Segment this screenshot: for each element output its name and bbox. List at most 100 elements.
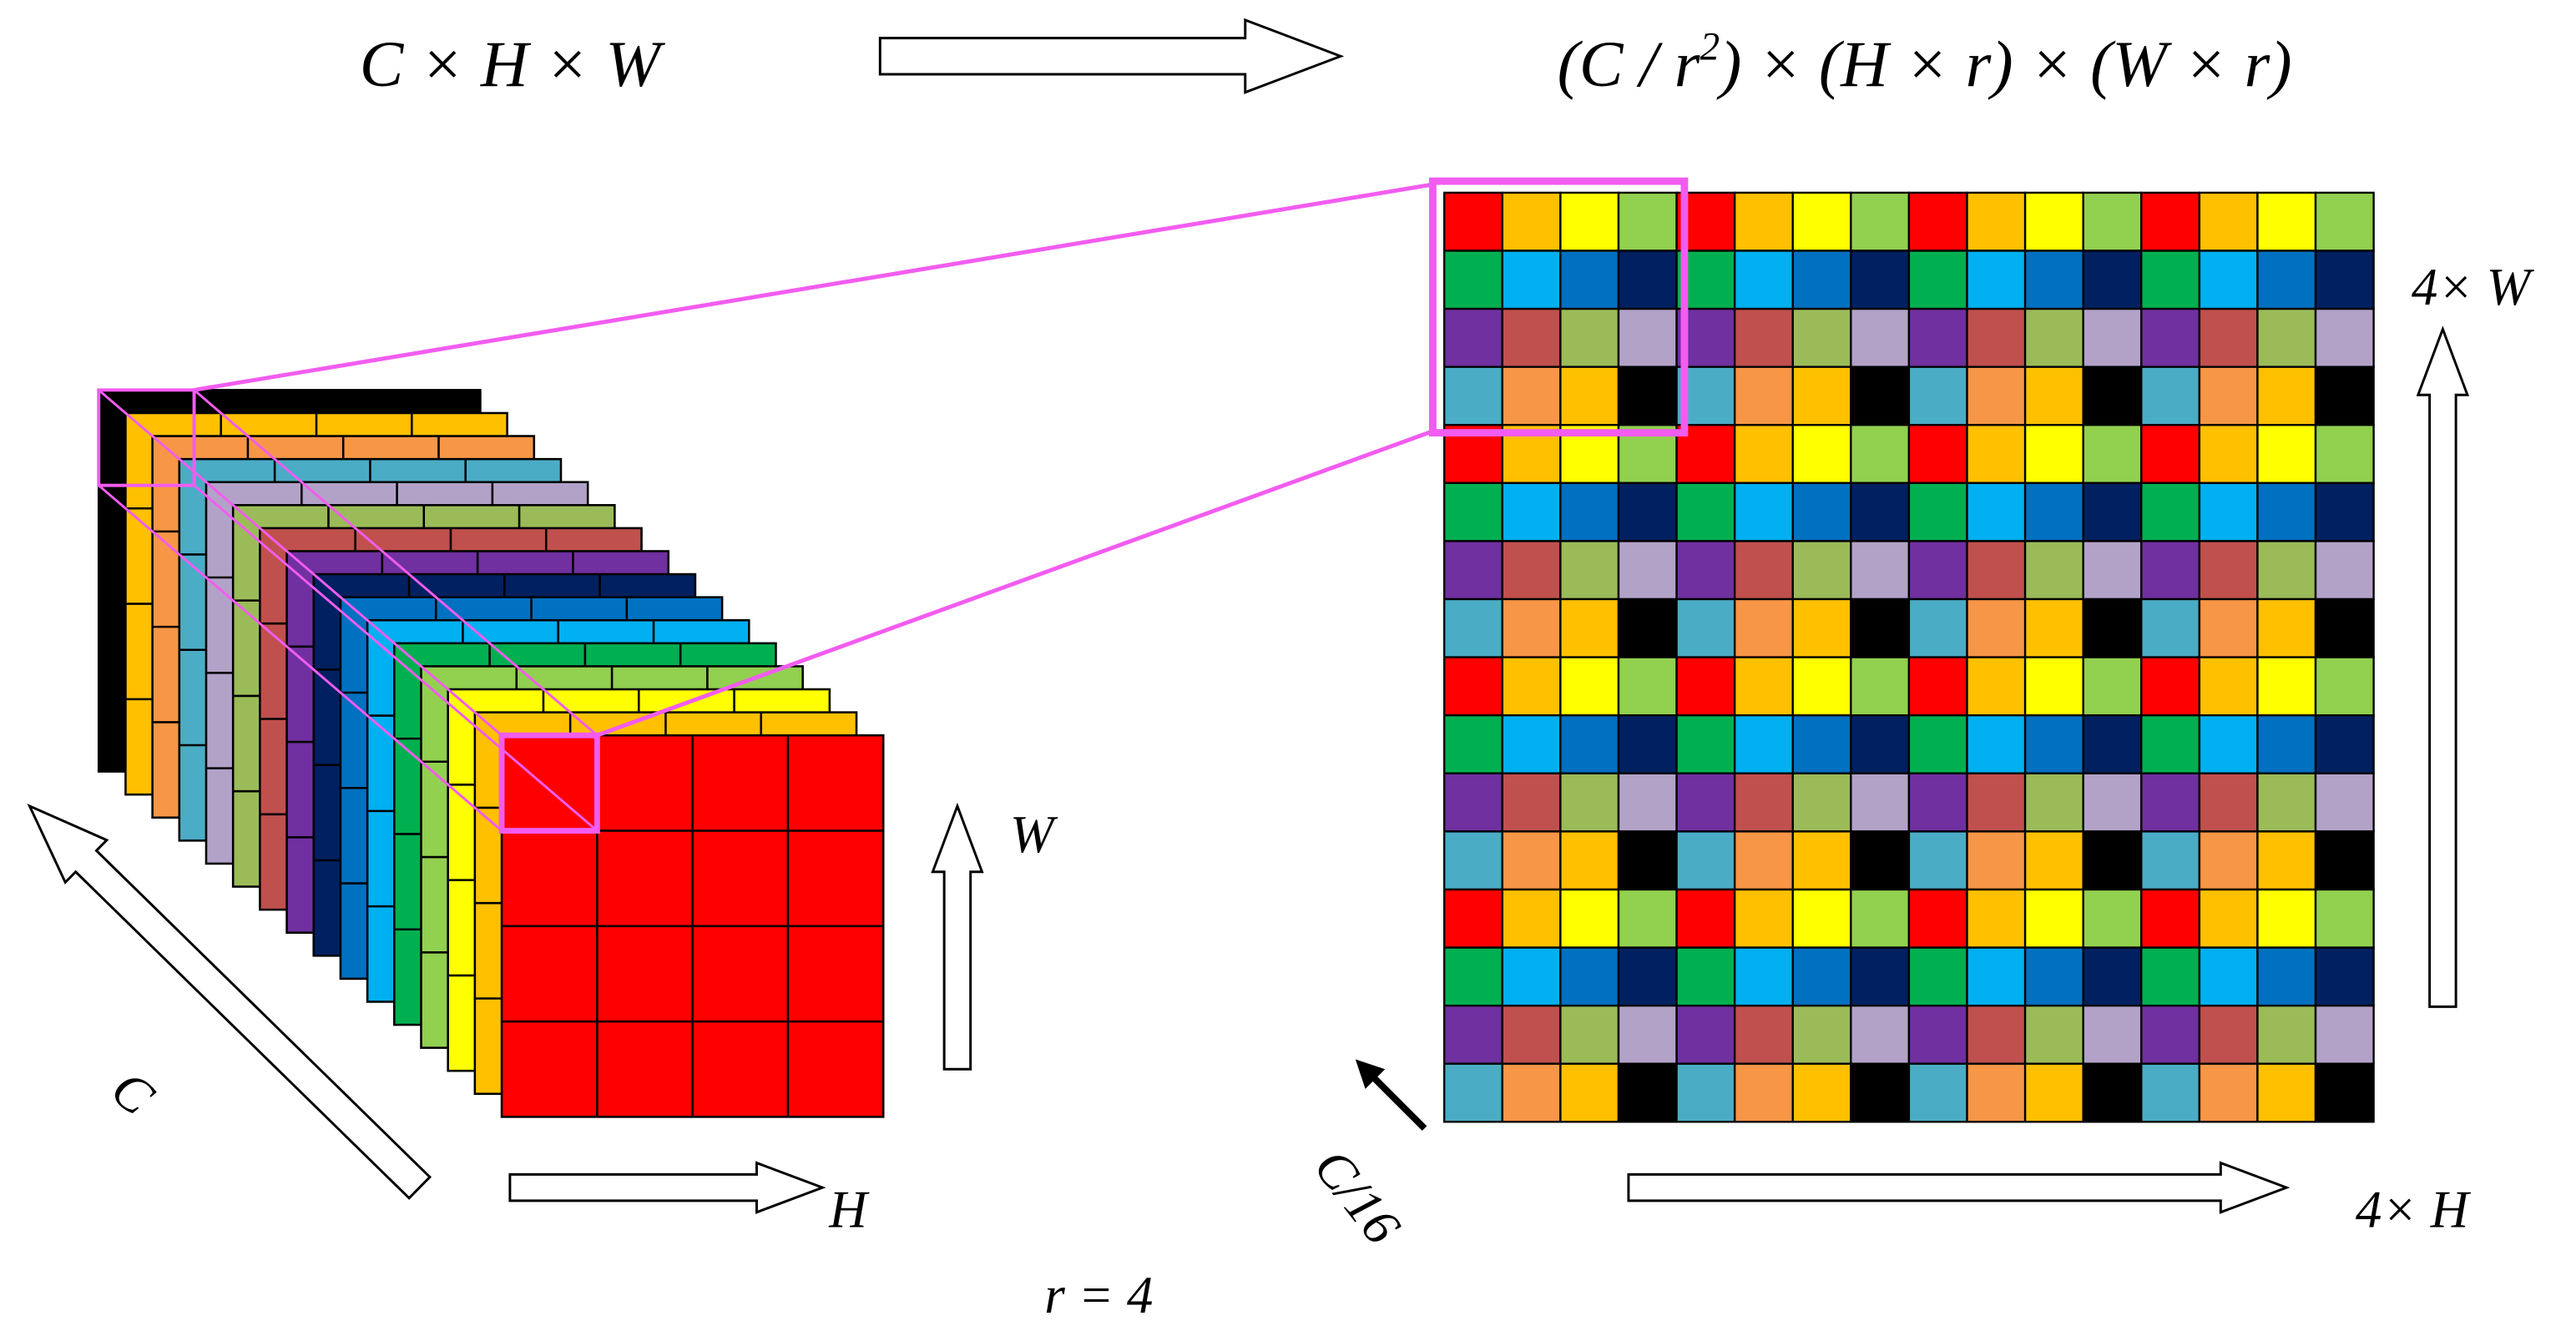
grid-cell bbox=[1907, 714, 1968, 774]
grid-cell bbox=[2023, 424, 2084, 485]
arrow bbox=[1627, 1161, 2291, 1214]
grid-cell bbox=[2082, 1062, 2143, 1123]
grid-cell bbox=[1850, 307, 1911, 368]
grid-cell bbox=[1733, 597, 1794, 658]
grid-cell bbox=[2256, 1004, 2317, 1065]
grid-cell bbox=[1501, 656, 1562, 717]
grid-cell bbox=[2198, 307, 2259, 368]
grid-cell bbox=[1850, 540, 1911, 601]
grid-cell bbox=[1443, 191, 1503, 252]
grid-cell bbox=[2023, 250, 2084, 310]
grid-cell bbox=[1617, 307, 1678, 368]
grid-cell bbox=[2140, 424, 2201, 485]
grid-cell bbox=[1559, 830, 1620, 891]
grid-cell bbox=[2314, 366, 2375, 426]
grid-cell bbox=[1966, 888, 2027, 949]
grid-cell bbox=[1559, 597, 1620, 658]
grid-cell bbox=[2023, 191, 2084, 252]
grid-cell bbox=[1617, 1004, 1678, 1065]
grid-cell bbox=[1559, 946, 1620, 1007]
grid-cell bbox=[1733, 481, 1794, 542]
grid-cell bbox=[2082, 830, 2143, 891]
grid-cell bbox=[1850, 656, 1911, 717]
grid-cell bbox=[2023, 888, 2084, 949]
left-c-label: C bbox=[100, 1059, 165, 1127]
grid-cell bbox=[1907, 307, 1968, 368]
grid-cell bbox=[1733, 424, 1794, 485]
grid-cell bbox=[2314, 597, 2375, 658]
grid-cell bbox=[1501, 191, 1562, 252]
grid-cell bbox=[2023, 714, 2084, 774]
grid-cell bbox=[2314, 307, 2375, 368]
grid-cell bbox=[1791, 597, 1852, 658]
grid-cell bbox=[1733, 540, 1794, 601]
grid-cell bbox=[1850, 250, 1911, 310]
grid-cell bbox=[1559, 307, 1620, 368]
grid-cell bbox=[2023, 597, 2084, 658]
grid-cell bbox=[2082, 540, 2143, 601]
grid-cell bbox=[1675, 888, 1736, 949]
grid-cell bbox=[1501, 888, 1562, 949]
grid-cell bbox=[1791, 250, 1852, 310]
grid-cell bbox=[2140, 366, 2201, 426]
grid-cell bbox=[1733, 366, 1794, 426]
grid-cell bbox=[2256, 366, 2317, 426]
grid-cell bbox=[1966, 366, 2027, 426]
left-w-label: W bbox=[1010, 805, 1058, 864]
grid-cell bbox=[1443, 714, 1503, 774]
grid-cell bbox=[1850, 772, 1911, 833]
grid-cell bbox=[2314, 772, 2375, 833]
grid-cell bbox=[1907, 366, 1968, 426]
grid-cell bbox=[1617, 597, 1678, 658]
grid-cell bbox=[1791, 307, 1852, 368]
grid-cell bbox=[1907, 946, 1968, 1007]
grid-cell bbox=[2023, 481, 2084, 542]
grid-cell bbox=[2256, 191, 2317, 252]
grid-cell bbox=[1675, 772, 1736, 833]
grid-cell bbox=[1617, 656, 1678, 717]
ratio-label: r = 4 bbox=[1044, 1266, 1153, 1324]
grid-cell bbox=[1791, 1004, 1852, 1065]
grid-cell bbox=[2256, 830, 2317, 891]
grid-cell bbox=[1907, 250, 1968, 310]
grid-cell bbox=[2140, 714, 2201, 774]
grid-cell bbox=[1791, 1062, 1852, 1123]
highlight-edge bbox=[98, 389, 503, 737]
grid-cell bbox=[1675, 597, 1736, 658]
grid-cell bbox=[1443, 307, 1503, 368]
grid-cell bbox=[1617, 830, 1678, 891]
grid-cell bbox=[1907, 656, 1968, 717]
grid-cell bbox=[2082, 366, 2143, 426]
grid-cell bbox=[2198, 888, 2259, 949]
grid-cell bbox=[1501, 481, 1562, 542]
grid-cell bbox=[2023, 772, 2084, 833]
grid-cell bbox=[1559, 366, 1620, 426]
grid-cell bbox=[2314, 656, 2375, 717]
grid-cell bbox=[1791, 772, 1852, 833]
grid-cell bbox=[2198, 714, 2259, 774]
grid-cell bbox=[1443, 1062, 1503, 1123]
grid-cell bbox=[2140, 772, 2201, 833]
grid-cell bbox=[2198, 830, 2259, 891]
highlight-edge bbox=[193, 389, 599, 737]
grid-cell bbox=[1733, 888, 1794, 949]
grid-cell bbox=[1443, 481, 1503, 542]
grid-cell bbox=[2198, 250, 2259, 310]
grid-cell bbox=[1966, 307, 2027, 368]
grid-cell bbox=[1733, 307, 1794, 368]
grid-cell bbox=[1501, 597, 1562, 658]
highlight-edge bbox=[193, 484, 599, 832]
grid-cell bbox=[2198, 366, 2259, 426]
grid-cell bbox=[1559, 656, 1620, 717]
grid-cell bbox=[1675, 714, 1736, 774]
grid-cell bbox=[1966, 250, 2027, 310]
figure-shapes bbox=[27, 18, 2470, 1214]
grid-cell bbox=[2140, 191, 2201, 252]
grid-cell bbox=[1559, 888, 1620, 949]
grid-cell bbox=[1443, 597, 1503, 658]
grid-cell bbox=[2314, 888, 2375, 949]
grid-cell bbox=[1966, 481, 2027, 542]
grid-cell bbox=[2256, 1062, 2317, 1123]
grid-cell bbox=[2140, 481, 2201, 542]
highlight-edge bbox=[98, 484, 503, 832]
